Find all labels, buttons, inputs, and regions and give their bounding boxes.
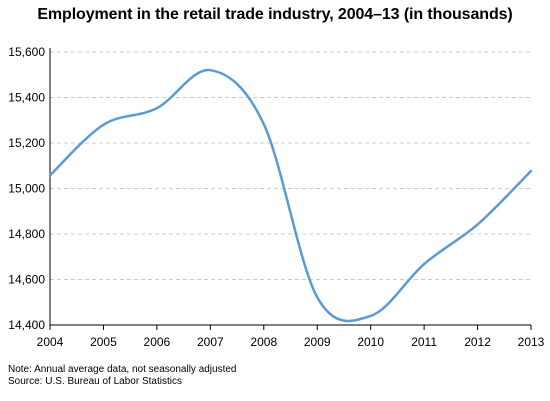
y-tick-label: 15,000 (8, 182, 45, 196)
x-tick-label: 2007 (197, 335, 224, 349)
y-tick-label: 15,400 (8, 91, 45, 105)
y-tick-label: 14,800 (8, 227, 45, 241)
chart-title: Employment in the retail trade industry,… (37, 6, 513, 23)
series (48, 68, 533, 323)
x-tick-label: 2008 (250, 335, 277, 349)
y-tick-label: 14,400 (8, 318, 45, 332)
axes (49, 48, 532, 330)
y-tick-label: 15,200 (8, 136, 45, 150)
y-tick-label: 14,600 (8, 273, 45, 287)
y-tick-label: 15,600 (8, 45, 45, 59)
x-tick-label: 2005 (90, 335, 117, 349)
series-line (48, 68, 533, 323)
gridlines (50, 51, 531, 280)
x-tick-label: 2011 (411, 335, 437, 349)
x-tick-label: 2013 (518, 335, 545, 349)
y-tick-labels: 14,400 14,600 14,800 15,000 15,200 15,400 15,6… (8, 45, 45, 332)
x-tick-label: 2006 (144, 335, 171, 349)
x-tick-label: 2004 (37, 335, 64, 349)
x-tick-label: 2009 (304, 335, 331, 349)
chart-note: Note: Annual average data, not seasonall… (8, 364, 237, 375)
x-tick-label: 2012 (464, 335, 491, 349)
chart-source: Source: U.S. Bureau of Labor Statistics (8, 376, 182, 387)
x-tick-labels: 2004 2005 2006 2007 2008 2009 2010 2011 2012 2013 (37, 335, 545, 349)
x-tick-label: 2010 (357, 335, 384, 349)
